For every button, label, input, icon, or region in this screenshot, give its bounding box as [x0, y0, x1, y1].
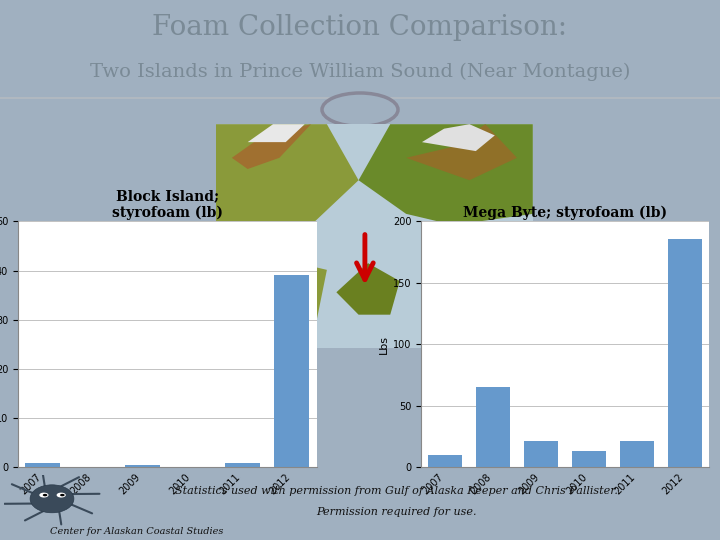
Bar [274, 275, 310, 467]
Bar [668, 239, 702, 467]
Text: Statistics used with permission from Gulf of Alaska Keeper and Chris Pallister.: Statistics used with permission from Gul… [174, 487, 618, 496]
Bar [25, 463, 60, 467]
Text: Foam Collection Comparison:: Foam Collection Comparison: [153, 15, 567, 42]
Title: Mega Byte; styrofoam (lb): Mega Byte; styrofoam (lb) [463, 206, 667, 220]
Polygon shape [422, 124, 495, 151]
Circle shape [60, 494, 65, 496]
Bar [621, 441, 654, 467]
Ellipse shape [30, 485, 74, 513]
Bar [477, 387, 510, 467]
Circle shape [322, 93, 398, 126]
Y-axis label: Lbs: Lbs [379, 335, 389, 354]
Title: Block Island;
styrofoam (lb): Block Island; styrofoam (lb) [112, 190, 223, 220]
Polygon shape [406, 124, 517, 180]
Circle shape [42, 494, 48, 496]
Polygon shape [359, 124, 533, 225]
Bar [572, 451, 606, 467]
Polygon shape [216, 124, 359, 247]
Polygon shape [216, 259, 327, 348]
Circle shape [40, 492, 48, 497]
Polygon shape [336, 263, 400, 315]
Circle shape [57, 492, 66, 497]
Text: Two Islands in Prince William Sound (Near Montague): Two Islands in Prince William Sound (Nea… [90, 63, 630, 81]
Bar [125, 465, 160, 467]
Text: Permission required for use.: Permission required for use. [316, 507, 476, 517]
Bar [524, 441, 558, 467]
Polygon shape [248, 124, 305, 142]
Text: Center for Alaskan Coastal Studies: Center for Alaskan Coastal Studies [50, 528, 223, 536]
Bar [428, 455, 462, 467]
Polygon shape [422, 225, 533, 348]
Bar [225, 463, 259, 467]
Polygon shape [232, 124, 311, 169]
